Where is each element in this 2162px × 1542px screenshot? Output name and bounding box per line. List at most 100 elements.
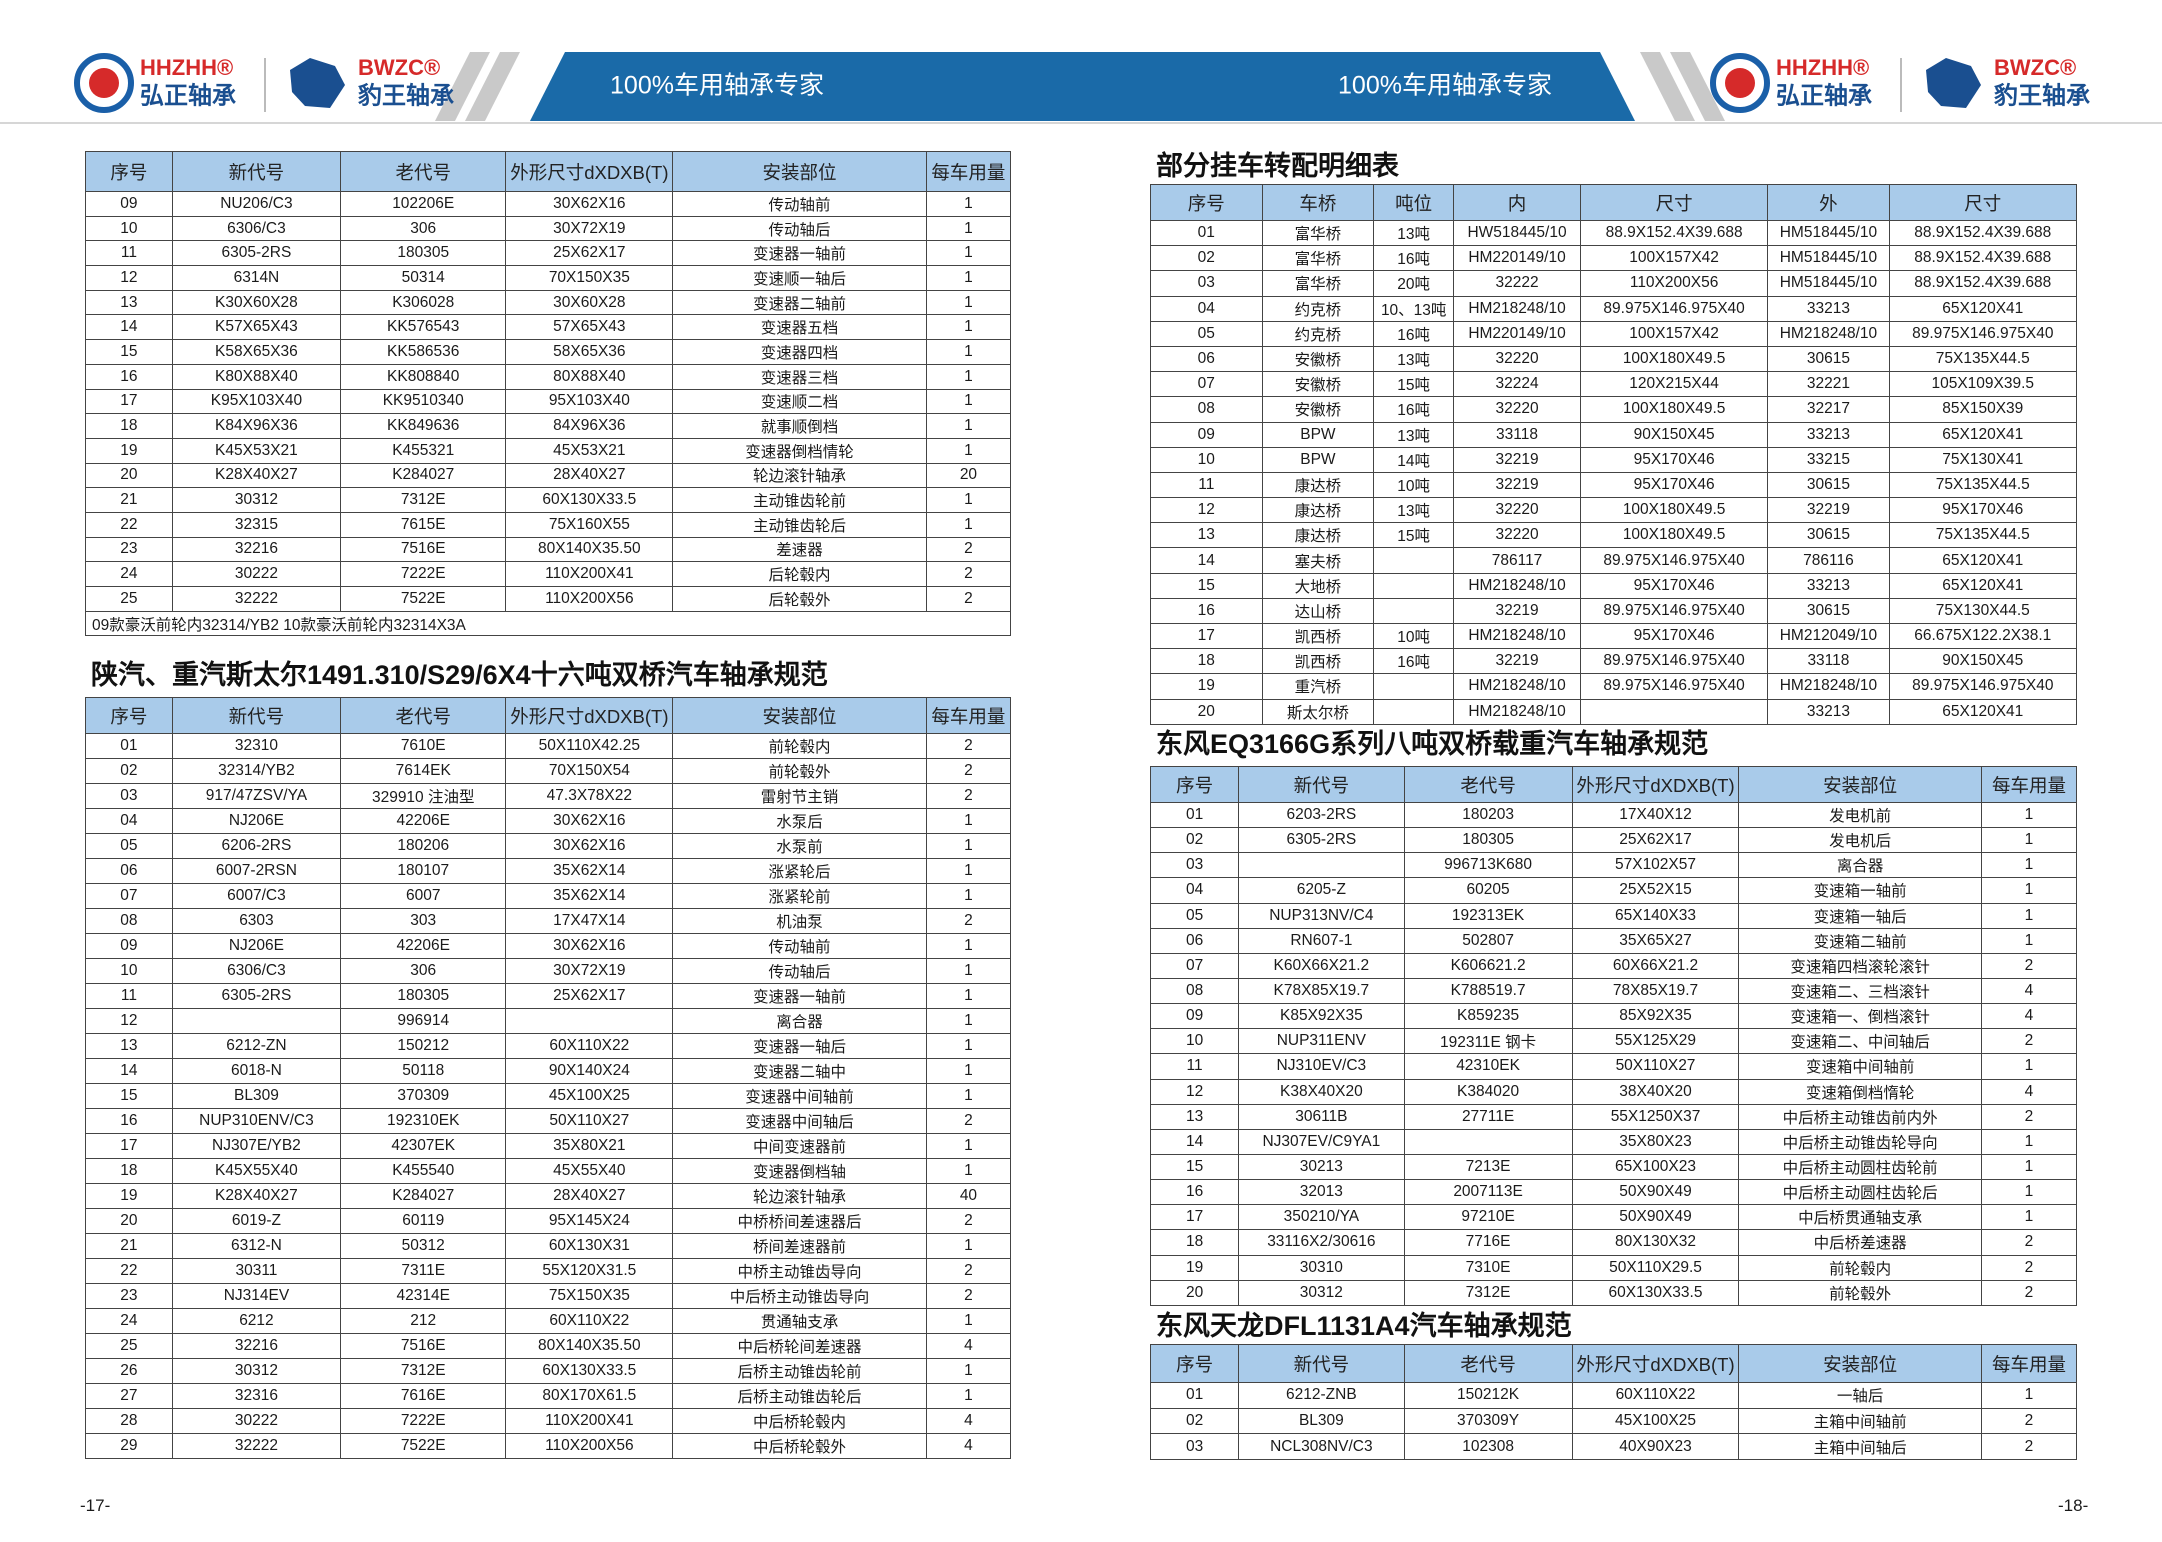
cell: K45X55X40 bbox=[171, 1158, 342, 1184]
data-table: 序号 新代号 老代号 外形尺寸dXDXB(T) 安装部位 每车用量 01 6203-2RS 18… bbox=[1149, 766, 2078, 1306]
cell: RN607-1 bbox=[1238, 927, 1405, 954]
cell: 85X92X35 bbox=[1571, 1003, 1740, 1030]
table-row: 19 重汽桥 HM218248/10 89.975X146.975X40 HM21824… bbox=[1150, 673, 2078, 700]
cell: 1 bbox=[925, 215, 1012, 242]
cell: 100X180X49.5 bbox=[1579, 396, 1769, 423]
cell: 65X120X41 bbox=[1888, 698, 2078, 725]
cell: 4 bbox=[1980, 1078, 2078, 1105]
cell: NUP310ENV/C3 bbox=[171, 1108, 342, 1134]
cell: 09 bbox=[85, 933, 173, 959]
table-row: 05 约克桥 16吨 HM220149/10 100X157X42 HM218248/10… bbox=[1150, 320, 2078, 347]
table-row: 19 K45X53X21 K455321 45X53X21 变速器倒档情轮 1 bbox=[85, 437, 1012, 464]
cell: 30615 bbox=[1767, 345, 1890, 373]
cell: 15 bbox=[85, 1083, 173, 1109]
table-row: 27 32316 7616E 80X170X61.5 后桥主动锥齿轮后 1 bbox=[85, 1383, 1012, 1409]
cell: 变速箱二轴前 bbox=[1738, 927, 1982, 954]
section-title: 部分挂车转配明细表 bbox=[1156, 151, 1399, 181]
note: 09款豪沃前轮内32314/YB2 10款豪沃前轮内32314X3A bbox=[85, 610, 1011, 637]
table-row: 20 30312 7312E 60X130X33.5 前轮毂外 2 bbox=[1149, 1279, 2078, 1306]
table-row: 01 6212-ZNB 150212K 60X110X22 一轴后 1 bbox=[1149, 1382, 2078, 1409]
column-header: 老代号 bbox=[340, 151, 507, 192]
cell: 1 bbox=[925, 833, 1012, 859]
cell: 前轮毂外 bbox=[1738, 1279, 1982, 1306]
cell: 1 bbox=[925, 858, 1012, 884]
cell: 1 bbox=[925, 1008, 1012, 1034]
cell: 75X130X44.5 bbox=[1888, 597, 2078, 625]
cell: 28 bbox=[85, 1408, 173, 1434]
cell: 1 bbox=[1980, 902, 2078, 929]
cell: 60205 bbox=[1403, 877, 1573, 904]
cell: 75X150X35 bbox=[505, 1283, 674, 1309]
table-row: 06 RN607-1 502807 35X65X27 变速箱二轴前 1 bbox=[1149, 927, 2078, 954]
cell: 中后桥差速器 bbox=[1738, 1229, 1982, 1256]
table-row: 23 32216 7516E 80X140X35.50 差速器 2 bbox=[85, 536, 1012, 563]
cell: 57X102X57 bbox=[1571, 852, 1740, 879]
cell: 60X130X33.5 bbox=[1571, 1279, 1740, 1306]
table-row: 05 NUP313NV/C4 192313EK 65X140X33 变速箱一轴后 1 bbox=[1149, 902, 2078, 929]
cell: 12 bbox=[1149, 1078, 1240, 1105]
cell: 7616E bbox=[340, 1383, 507, 1409]
cell: 1 bbox=[1980, 1153, 2078, 1181]
brand-cn: 豹王轴承 bbox=[357, 81, 454, 109]
cell: 16吨 bbox=[1373, 396, 1455, 423]
cell: 192313EK bbox=[1403, 902, 1573, 929]
cell: 17 bbox=[85, 388, 173, 415]
cell: 13吨 bbox=[1373, 219, 1455, 247]
section-title: 东风天龙DFL1131A4汽车轴承规范 bbox=[1156, 1311, 1572, 1341]
cell: 14 bbox=[85, 1058, 173, 1084]
cell: 约克桥 bbox=[1261, 295, 1375, 322]
cell: 4 bbox=[1980, 1003, 2078, 1030]
cell: 03 bbox=[85, 783, 173, 809]
cell: 20吨 bbox=[1373, 270, 1455, 297]
cell: HM218248/10 bbox=[1767, 673, 1890, 700]
cell: 100X157X42 bbox=[1579, 320, 1769, 347]
cell: 传动轴前 bbox=[672, 191, 927, 217]
cell: 95X103X40 bbox=[505, 388, 674, 415]
cell: 6206-2RS bbox=[171, 833, 342, 859]
table-row: 08 K78X85X19.7 K788519.7 78X85X19.7 变速箱二、三档滚… bbox=[1149, 977, 2078, 1005]
cell: 7522E bbox=[340, 586, 507, 612]
table-row: 17 NJ307E/YB2 42307EK 35X80X21 中间变速器前 1 bbox=[85, 1133, 1012, 1159]
cell: 1 bbox=[925, 1358, 1012, 1384]
cell: 传动轴前 bbox=[672, 933, 927, 959]
cell: 25X62X17 bbox=[505, 240, 674, 267]
cell: K80X88X40 bbox=[171, 363, 342, 390]
cell bbox=[1373, 698, 1455, 725]
header-row: 序号 车桥 吨位内尺寸外尺寸 bbox=[1150, 184, 2078, 221]
cell: K859235 bbox=[1403, 1003, 1573, 1030]
cat-logo bbox=[290, 58, 345, 108]
cell: 01 bbox=[1149, 1382, 1240, 1409]
cell: 富华桥 bbox=[1261, 270, 1375, 297]
cell: 前轮毂内 bbox=[672, 733, 927, 759]
cell: 10、13吨 bbox=[1373, 295, 1455, 322]
cell: 16吨 bbox=[1373, 648, 1455, 675]
table-row: 09 NU206/C3 102206E 30X62X16 传动轴前 1 bbox=[85, 191, 1012, 217]
cell: 15吨 bbox=[1373, 522, 1455, 549]
cell: 32220 bbox=[1453, 396, 1581, 423]
cell: 06 bbox=[1149, 927, 1240, 954]
table-row: 07 安徽桥 15吨 32224 120X215X44 32221 105X109X39.5 bbox=[1150, 371, 2078, 398]
cell: 1 bbox=[925, 1058, 1012, 1084]
table-row: 10 NUP311ENV 192311E 钢卡 55X125X29 变速箱二、中间轴后 2 bbox=[1149, 1028, 2078, 1055]
cell: 6018-N bbox=[171, 1058, 342, 1084]
cell: 19 bbox=[1149, 1254, 1240, 1281]
cell: 32224 bbox=[1453, 371, 1581, 398]
cell: 13 bbox=[85, 1033, 173, 1059]
cell: 1 bbox=[925, 1383, 1012, 1409]
cell: 16 bbox=[1149, 1179, 1240, 1206]
cell: 后桥主动锥齿轮前 bbox=[672, 1358, 927, 1384]
cell: 11 bbox=[1150, 471, 1263, 499]
section-title: 东风EQ3166G系列八吨双桥载重汽车轴承规范 bbox=[1156, 729, 1709, 759]
cell: 20 bbox=[85, 462, 173, 489]
logo-ring bbox=[74, 53, 134, 113]
cell: 89.975X146.975X40 bbox=[1579, 295, 1769, 322]
column-header: 外形尺寸dXDXB(T) bbox=[1571, 766, 1740, 803]
cell: 1 bbox=[925, 1158, 1012, 1184]
cell: 10 bbox=[85, 215, 173, 242]
cell: 14 bbox=[1150, 547, 1263, 574]
cell: 变速箱中间轴前 bbox=[1738, 1053, 1982, 1080]
cell bbox=[1579, 698, 1769, 725]
cell: 50X110X29.5 bbox=[1571, 1254, 1740, 1281]
cell: 80X88X40 bbox=[505, 363, 674, 390]
cell: 30X62X16 bbox=[505, 933, 674, 959]
